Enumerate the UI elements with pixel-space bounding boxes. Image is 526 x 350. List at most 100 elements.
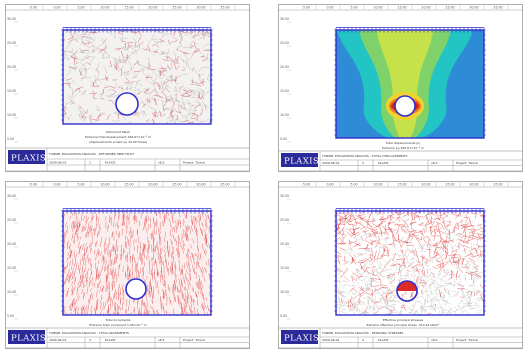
mesh-edge <box>156 83 162 87</box>
displacement-vector <box>121 222 123 226</box>
footer-date: 2009-06-01 <box>49 161 67 165</box>
stress-cross <box>435 222 440 224</box>
mesh-edge <box>190 82 195 85</box>
displacement-vector <box>92 228 95 232</box>
displacement-vector <box>112 284 114 291</box>
stress-cross <box>360 263 363 270</box>
displacement-vector <box>174 272 177 278</box>
stress-cross <box>365 310 370 315</box>
stress-cross <box>407 261 415 268</box>
displacement-vector <box>80 307 83 312</box>
mesh-edge <box>65 102 71 104</box>
stress-cross <box>427 303 437 307</box>
mesh-edge <box>159 41 165 43</box>
stress-cross <box>410 291 414 300</box>
displacement-vector <box>198 312 199 315</box>
mesh-edge <box>203 44 207 48</box>
displacement-vector <box>172 220 174 224</box>
displacement-vector <box>164 254 166 262</box>
stress-cross <box>456 258 460 266</box>
stress-cross <box>378 260 383 267</box>
y-tick-label: 10.00 <box>7 290 16 294</box>
mesh-edge <box>187 102 192 105</box>
mesh-edge <box>170 41 175 43</box>
stress-cross <box>450 310 457 313</box>
stress-cross <box>349 290 356 296</box>
stress-cross <box>457 224 460 230</box>
displacement-vector <box>70 248 72 256</box>
stress-cross <box>470 248 477 251</box>
stress-cross <box>392 299 397 303</box>
displacement-vector <box>75 306 78 311</box>
stress-cross <box>466 268 470 276</box>
mesh-edge <box>154 49 159 52</box>
displacement-vector <box>200 290 202 295</box>
displacement-vector <box>78 245 81 255</box>
stress-cross <box>344 276 350 282</box>
mesh-edge <box>142 112 145 117</box>
displacement-vector <box>140 313 141 315</box>
stress-cross <box>475 271 482 276</box>
stress-cross <box>376 257 383 260</box>
stress-cross <box>360 233 369 237</box>
mesh-edge <box>173 32 175 36</box>
stress-cross <box>359 312 364 315</box>
stress-cross <box>442 219 446 229</box>
displacement-vector <box>196 254 198 258</box>
stress-cross <box>387 214 395 217</box>
stress-cross <box>448 254 455 256</box>
stress-cross <box>447 310 451 315</box>
mesh-edge <box>120 69 122 77</box>
stress-cross <box>475 301 481 307</box>
stress-cross <box>355 243 361 246</box>
stress-cross <box>418 244 424 247</box>
displacement-vector <box>90 226 93 232</box>
stress-cross <box>360 226 365 230</box>
stress-cross <box>469 247 475 249</box>
stress-cross <box>429 211 436 216</box>
stress-cross <box>426 294 429 303</box>
displacement-vector <box>78 267 81 272</box>
mesh-edge <box>157 95 163 99</box>
stress-cross <box>374 225 382 228</box>
mesh-edge <box>114 59 116 63</box>
displacement-vector <box>112 270 114 278</box>
stress-cross <box>392 234 397 242</box>
stress-cross <box>416 255 420 263</box>
mesh-edge <box>133 63 137 66</box>
stress-cross <box>393 288 397 293</box>
displacement-vector <box>104 257 106 264</box>
displacement-vector <box>184 292 187 301</box>
stress-cross <box>367 298 369 305</box>
mesh-edge <box>85 37 92 40</box>
stress-cross <box>360 290 369 292</box>
displacement-vector <box>204 213 208 221</box>
displacement-vector <box>185 233 188 242</box>
displacement-vector <box>66 225 69 233</box>
tunnel-lining-stress <box>397 281 417 291</box>
stress-cross <box>432 266 438 269</box>
displacement-vector <box>67 251 70 256</box>
stress-cross <box>426 238 430 248</box>
stress-cross <box>406 244 414 246</box>
mesh-edge <box>153 94 158 97</box>
displacement-vector <box>64 266 66 274</box>
displacement-vector <box>85 226 87 231</box>
displacement-vector <box>182 293 185 302</box>
displacement-vector <box>182 244 185 251</box>
stress-cross <box>393 275 396 283</box>
stress-cross <box>399 264 403 270</box>
displacement-vector <box>100 269 102 276</box>
mesh-edge <box>121 50 124 57</box>
mesh-edge <box>126 87 134 90</box>
displacement-vector <box>112 267 114 276</box>
stress-cross <box>450 245 453 249</box>
stress-cross <box>345 211 349 214</box>
displacement-vector <box>94 241 97 247</box>
mesh-edge <box>200 77 205 82</box>
mesh-edge <box>166 56 168 60</box>
x-tick-label: 5.00 <box>350 6 357 10</box>
y-tick-label: 15.00 <box>280 266 289 270</box>
displacement-vector <box>178 294 180 301</box>
stress-cross <box>442 299 449 304</box>
